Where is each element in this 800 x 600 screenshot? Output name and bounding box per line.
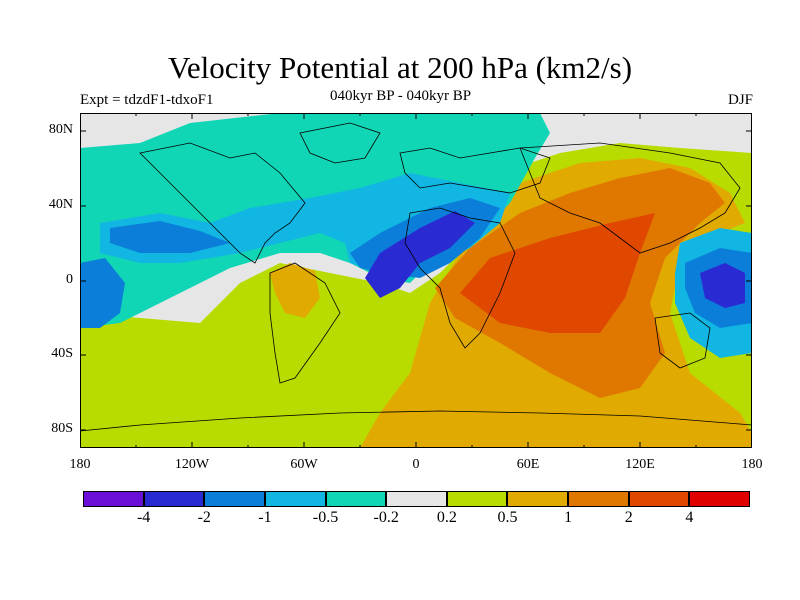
coastline-australia (654, 312, 711, 369)
lon-label: 120E (625, 457, 655, 472)
colorbar-swatch (83, 491, 144, 507)
colorbar-swatch (325, 491, 387, 507)
coastline-asia (519, 142, 741, 254)
season-label: DJF (727, 92, 753, 108)
colorbar-label: -0.5 (312, 509, 339, 526)
colorbar-label: -4 (136, 509, 151, 526)
colorbar-label: 1 (564, 509, 573, 526)
field-positive-2 (460, 213, 655, 333)
colorbar-swatch (143, 491, 205, 507)
colorbar-swatch (507, 491, 569, 507)
colorbar-label: -2 (197, 509, 211, 526)
colorbar-label: 4 (685, 509, 694, 526)
lon-label: 0 (412, 457, 420, 472)
colorbar-label: -0.2 (373, 509, 399, 526)
colorbar-swatch (628, 491, 690, 507)
lon-label: 60E (516, 457, 540, 472)
field-negative-2 (365, 211, 475, 298)
lat-label: 40S (51, 346, 73, 361)
experiment-label: Expt = tdzdF1-tdxoF1 (80, 92, 214, 108)
colorbar-label: 2 (624, 509, 633, 526)
colorbar-label: 0.5 (497, 509, 518, 526)
lat-label: 80N (48, 122, 73, 137)
colorbar-label: 0.2 (436, 509, 457, 526)
subtitle: 040kyr BP - 040kyr BP (330, 88, 472, 104)
lat-label: 80S (51, 421, 73, 436)
chart-title: Velocity Potential at 200 hPa (km2/s) (167, 50, 633, 85)
velocity-potential-map (80, 113, 752, 448)
field-negative-west (80, 258, 125, 328)
coastline-europe (399, 147, 551, 194)
colorbar-swatch (264, 491, 326, 507)
colorbar-swatch (446, 491, 508, 507)
coastline-africa (404, 207, 516, 349)
colorbar-swatch (204, 491, 265, 507)
colorbar-swatch (568, 491, 629, 507)
coastline-antarctica (80, 410, 752, 432)
field-positive-sam (270, 263, 320, 318)
lon-label: 60W (290, 457, 318, 472)
lat-label: 40N (48, 197, 73, 212)
lon-label: 120W (174, 457, 210, 472)
coastline-north-america (139, 142, 306, 264)
coastline-south-america (269, 262, 341, 384)
colorbar-swatch (386, 491, 447, 507)
colorbar-label: -1 (258, 509, 272, 526)
lon-label: 180 (741, 457, 763, 472)
lon-label: 180 (69, 457, 91, 472)
field-negative-pacific-inner (700, 263, 745, 308)
colorbar-swatch (689, 491, 750, 507)
lat-label: 0 (66, 272, 73, 287)
coastline-greenland (299, 122, 381, 164)
axis-ticks (80, 113, 752, 448)
